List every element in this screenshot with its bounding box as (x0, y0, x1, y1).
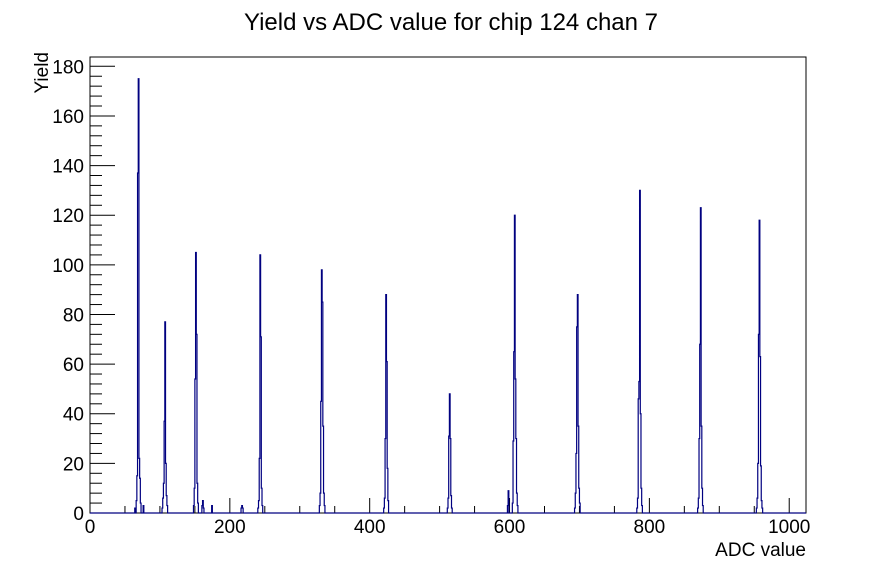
y-tick-label: 0 (73, 504, 84, 525)
y-tick-label: 120 (52, 206, 84, 227)
y-axis-title: Yield (32, 52, 53, 94)
x-tick-label: 800 (634, 517, 666, 538)
y-tick-label: 80 (63, 305, 84, 326)
x-tick-label: 200 (214, 517, 246, 538)
y-tick-label: 60 (63, 355, 84, 376)
y-tick-label: 140 (52, 157, 84, 178)
y-tick-label: 20 (63, 454, 84, 475)
y-axis-tick-labels: 0 20 40 60 80 100 120 140 160 180 (52, 57, 84, 525)
x-axis-tick-labels: 0 200 400 600 800 1000 (85, 517, 811, 538)
histogram-line (90, 78, 806, 514)
x-axis-ticks (89, 498, 790, 513)
y-tick-label: 100 (52, 256, 84, 277)
y-tick-label: 40 (63, 405, 84, 426)
x-tick-label: 600 (494, 517, 526, 538)
x-axis-title: ADC value (715, 540, 806, 561)
y-tick-label: 160 (52, 107, 84, 128)
x-tick-label: 0 (85, 517, 96, 538)
x-tick-label: 1000 (768, 517, 810, 538)
y-tick-label: 180 (52, 57, 84, 78)
x-tick-label: 400 (354, 517, 386, 538)
plot-title: Yield vs ADC value for chip 124 chan 7 (244, 9, 658, 36)
y-axis-ticks (90, 65, 115, 514)
